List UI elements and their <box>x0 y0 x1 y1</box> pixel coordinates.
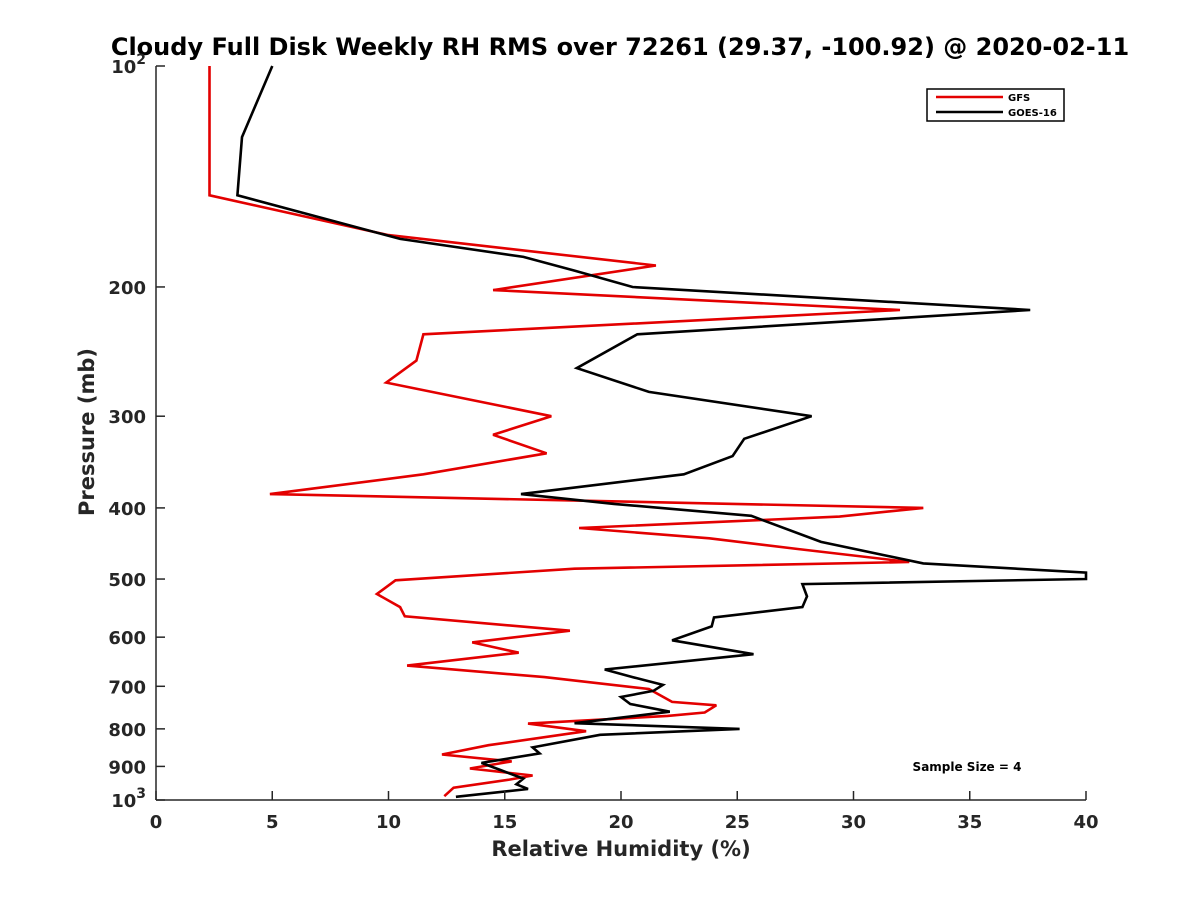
x-tick-label: 35 <box>957 812 982 833</box>
sample-size-annotation: Sample Size = 4 <box>913 760 1022 774</box>
legend-label-gfs: GFS <box>1008 93 1030 104</box>
legend: GFS GOES-16 <box>926 88 1065 122</box>
x-tick-label: 0 <box>150 812 163 833</box>
y-tick-label: 600 <box>108 628 146 649</box>
series-layer <box>208 65 1088 799</box>
x-tick-label: 10 <box>376 812 401 833</box>
chart-title: Cloudy Full Disk Weekly RH RMS over 7226… <box>111 33 1129 61</box>
y-tick-label: 500 <box>108 570 146 591</box>
series-line-goes-16 <box>236 65 1088 799</box>
y-axis-label: Pressure (mb) <box>75 348 99 516</box>
x-tick-label: 40 <box>1073 812 1098 833</box>
legend-box <box>926 88 1065 122</box>
x-axis-label: Relative Humidity (%) <box>491 837 750 861</box>
series-line-gfs <box>208 66 924 798</box>
x-tick-label: 25 <box>725 812 750 833</box>
y-tick-label: 800 <box>108 720 146 741</box>
y-tick-label: 102 <box>111 52 146 78</box>
legend-label-goes-16: GOES-16 <box>1008 108 1057 119</box>
y-tick-label: 300 <box>108 407 146 428</box>
x-tick-label: 5 <box>266 812 279 833</box>
y-tick-label: 700 <box>108 677 146 698</box>
x-tick-label: 30 <box>841 812 866 833</box>
y-tick-label: 900 <box>108 757 146 778</box>
y-tick-label: 200 <box>108 278 146 299</box>
x-tick-label: 15 <box>492 812 517 833</box>
x-tick-label: 20 <box>608 812 633 833</box>
x-axis-ticks: 0 5 10 15 20 25 30 35 40 <box>150 791 1099 833</box>
y-tick-label: 103 <box>111 786 146 812</box>
y-axis-ticks: 102 200 300 400 500 600 700 800 900 103 <box>108 52 165 812</box>
y-tick-label: 400 <box>108 499 146 520</box>
